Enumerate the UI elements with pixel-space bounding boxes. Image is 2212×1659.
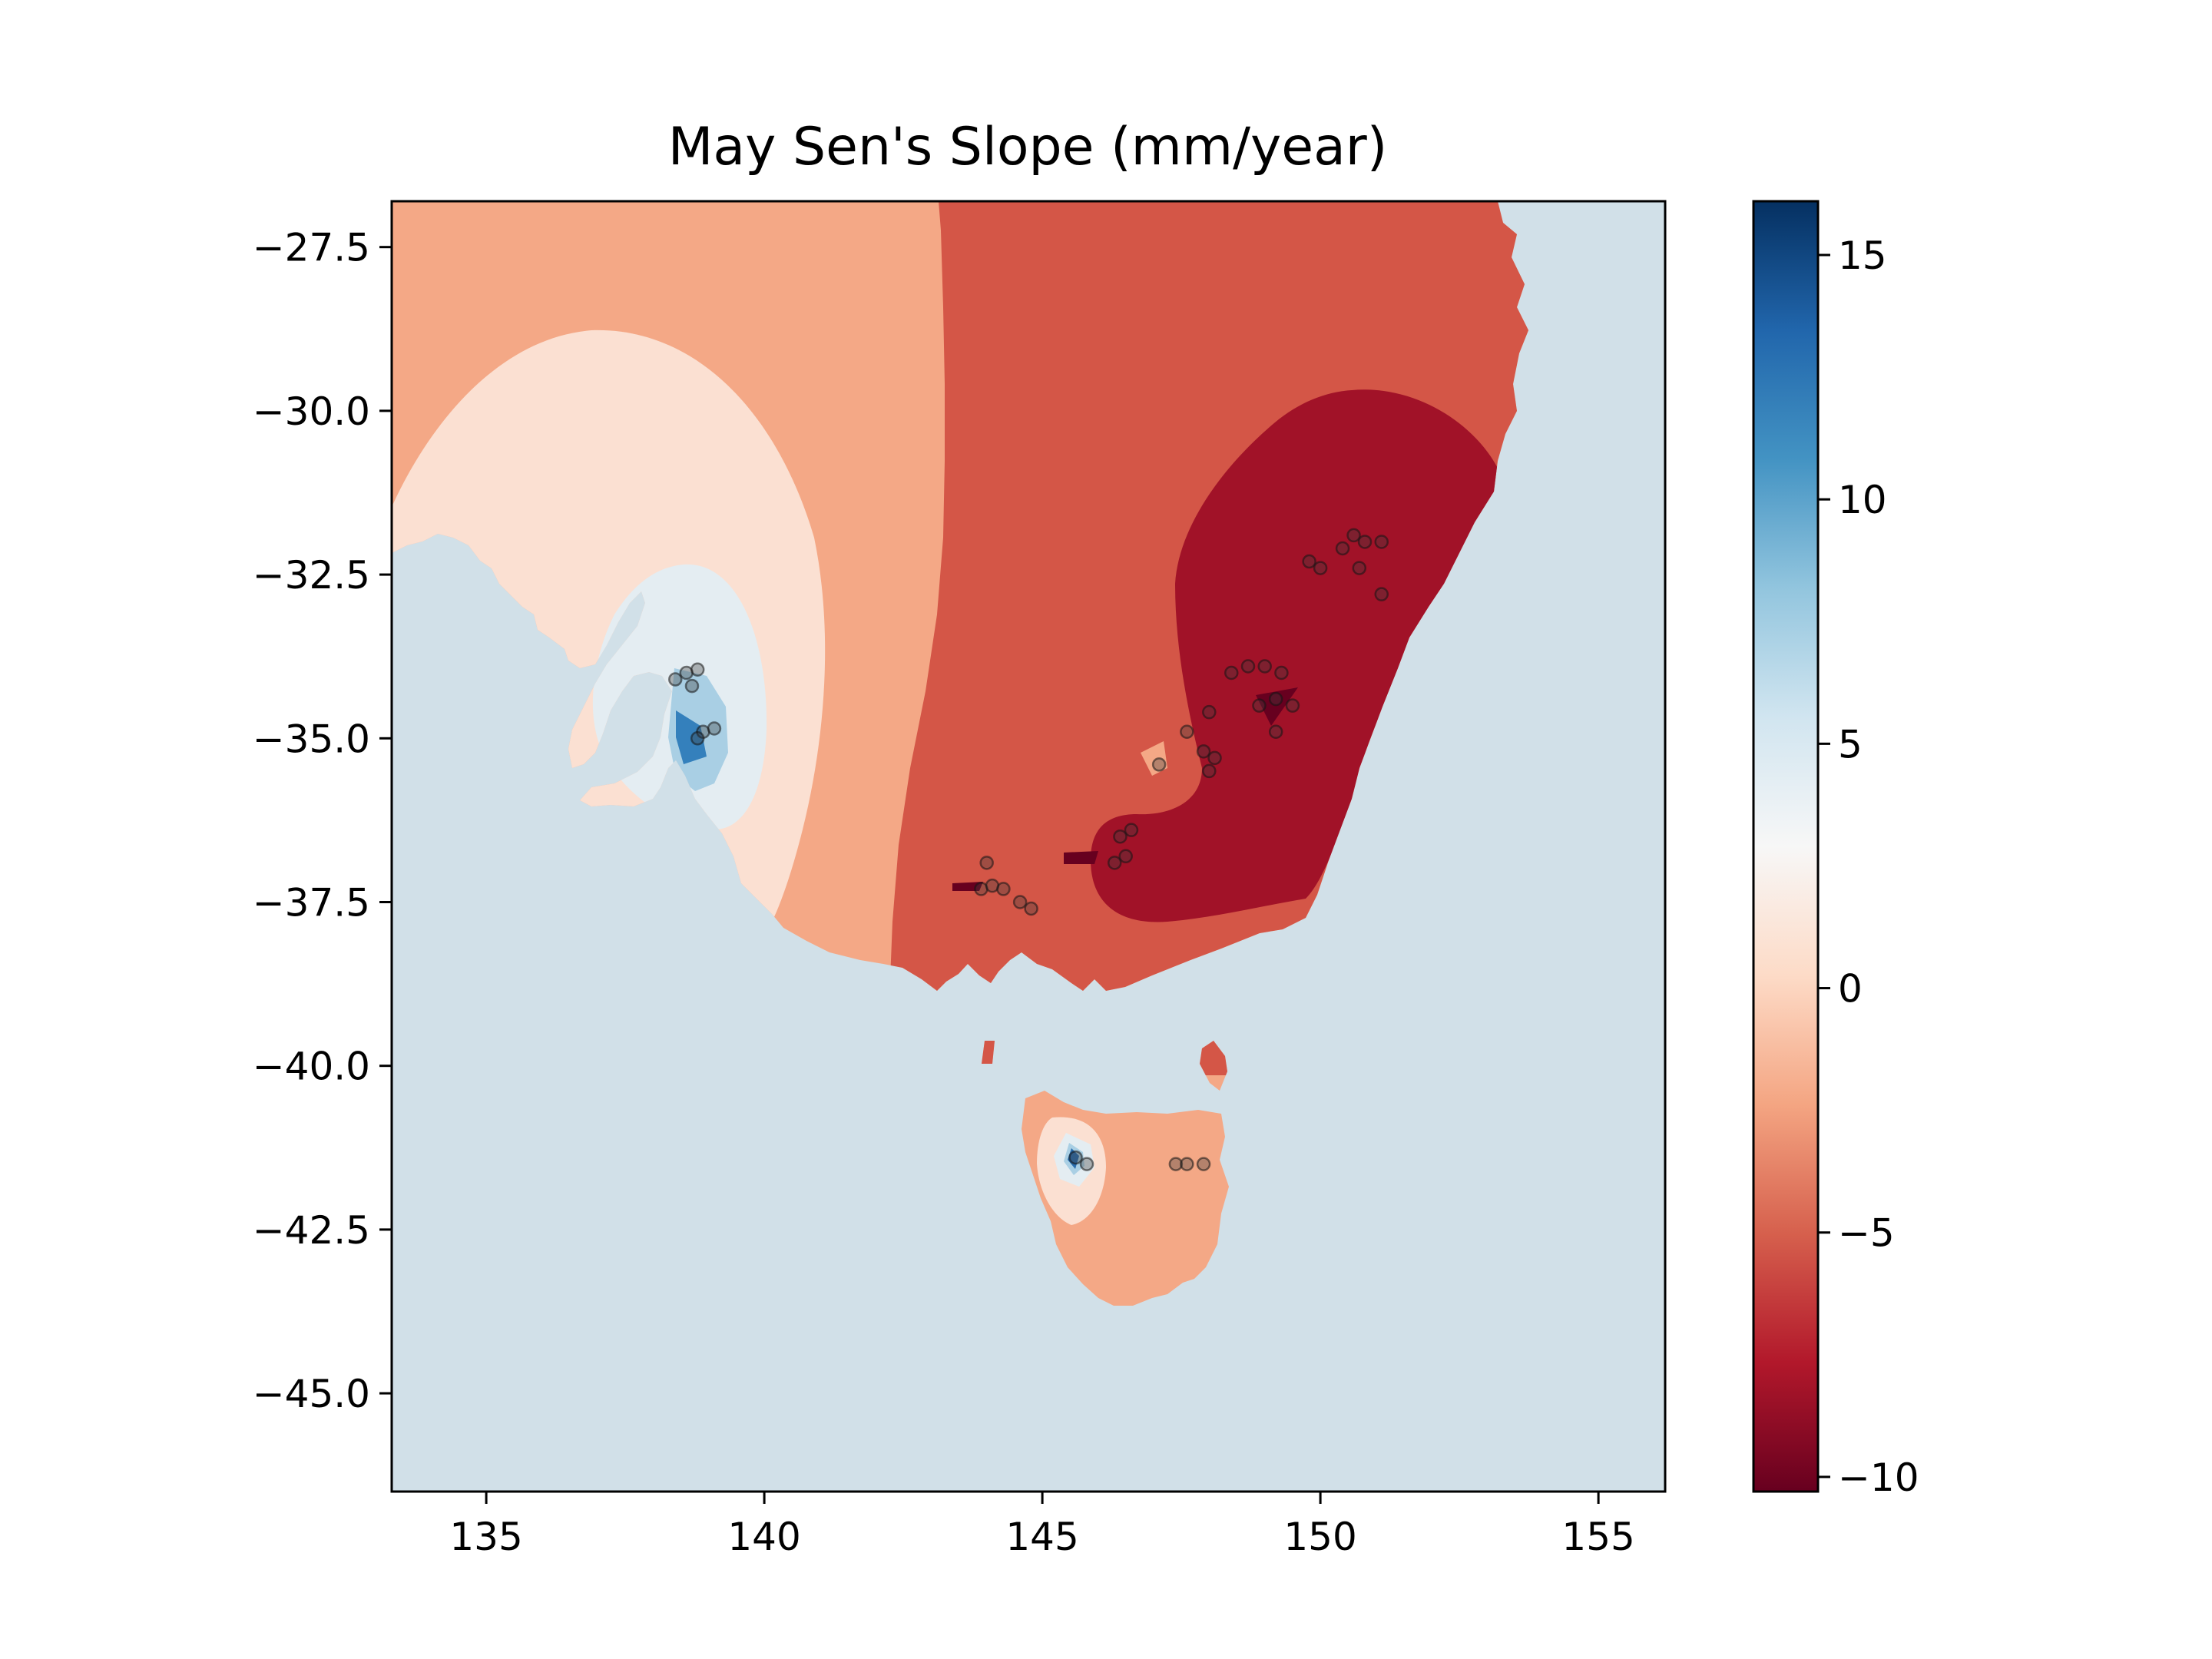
x-tick-label: 145 — [1005, 1515, 1078, 1559]
station-marker — [1224, 665, 1239, 680]
y-tick-label: −45.0 — [253, 1372, 370, 1416]
contour-dark-core-b — [1064, 851, 1098, 864]
colorbar-tick-label: 10 — [1838, 478, 1887, 522]
x-axis: 135 140 145 150 155 — [449, 1492, 1635, 1559]
station-marker — [1357, 535, 1373, 549]
station-marker — [690, 731, 705, 746]
station-marker — [1196, 1157, 1211, 1171]
station-marker — [1285, 698, 1300, 713]
station-marker — [1202, 763, 1217, 779]
plot-area: 135 140 145 150 155 −27.5 −30.0 −32.5 −35.0 −37.… — [253, 200, 1667, 1559]
station-marker — [1118, 849, 1133, 864]
station-marker — [1346, 528, 1361, 543]
station-marker — [1240, 659, 1256, 674]
contour-dark-core-a — [1256, 687, 1298, 726]
station-marker — [1151, 757, 1167, 772]
station-marker — [707, 721, 722, 736]
colorbar-tick-label: −5 — [1838, 1211, 1895, 1256]
station-marker — [1257, 659, 1272, 674]
y-tick-label: −30.0 — [253, 389, 370, 434]
y-tick-label: −37.5 — [253, 880, 370, 925]
station-marker — [1124, 823, 1139, 837]
y-tick-label: −32.5 — [253, 553, 370, 598]
station-marker — [979, 856, 994, 870]
contour-level-below-minus-8 — [1091, 389, 1502, 922]
station-markers — [667, 528, 1389, 1171]
y-axis: −27.5 −30.0 −32.5 −35.0 −37.5 −40.0 −42.5 −45.0 — [253, 226, 392, 1416]
station-marker — [1168, 1157, 1184, 1171]
contour-local-low — [1141, 741, 1167, 776]
y-tick-label: −27.5 — [253, 226, 370, 270]
station-marker — [1252, 698, 1267, 713]
colorbar-tick-label: 0 — [1838, 967, 1863, 1012]
colorbar: 15 10 5 0 −5 −10 — [1752, 200, 1919, 1500]
station-marker — [1180, 724, 1194, 740]
station-marker — [667, 672, 683, 687]
station-marker — [1302, 554, 1316, 569]
station-marker — [1207, 750, 1222, 766]
colorbar-ticks: 15 10 5 0 −5 −10 — [1818, 233, 1919, 1500]
colorbar-tick-label: −10 — [1838, 1455, 1919, 1500]
station-marker — [1107, 856, 1122, 870]
station-marker — [1374, 587, 1389, 601]
station-marker — [1335, 541, 1350, 556]
station-marker — [1113, 829, 1128, 844]
x-tick-label: 150 — [1283, 1515, 1356, 1559]
colorbar-tick-label: 15 — [1838, 233, 1887, 278]
station-marker — [1268, 691, 1283, 707]
station-marker — [1196, 744, 1211, 759]
station-marker — [690, 662, 705, 677]
y-tick-label: −35.0 — [253, 717, 370, 761]
chart-title: May Sen's Slope (mm/year) — [668, 117, 1387, 177]
station-marker — [1313, 561, 1328, 575]
station-marker — [996, 882, 1011, 896]
y-tick-label: −42.5 — [253, 1208, 370, 1253]
plot-frame — [390, 200, 1667, 1493]
x-tick-label: 155 — [1561, 1515, 1634, 1559]
colorbar-gradient — [1753, 201, 1818, 1492]
y-tick-label: −40.0 — [253, 1045, 370, 1089]
station-marker — [684, 678, 700, 694]
contour-field — [392, 201, 1528, 1306]
x-tick-label: 140 — [727, 1515, 800, 1559]
station-marker — [1024, 901, 1038, 916]
station-marker — [1274, 665, 1289, 680]
station-marker — [1374, 535, 1389, 549]
station-marker — [1180, 1157, 1194, 1171]
station-marker — [1352, 561, 1367, 575]
station-marker — [1268, 724, 1283, 740]
station-marker — [1202, 704, 1217, 720]
station-marker — [1079, 1157, 1094, 1171]
station-marker — [1068, 1150, 1083, 1165]
colorbar-tick-label: 5 — [1838, 722, 1863, 767]
station-marker — [1012, 895, 1028, 909]
x-tick-label: 135 — [449, 1515, 522, 1559]
colorbar-frame — [1752, 200, 1820, 1493]
